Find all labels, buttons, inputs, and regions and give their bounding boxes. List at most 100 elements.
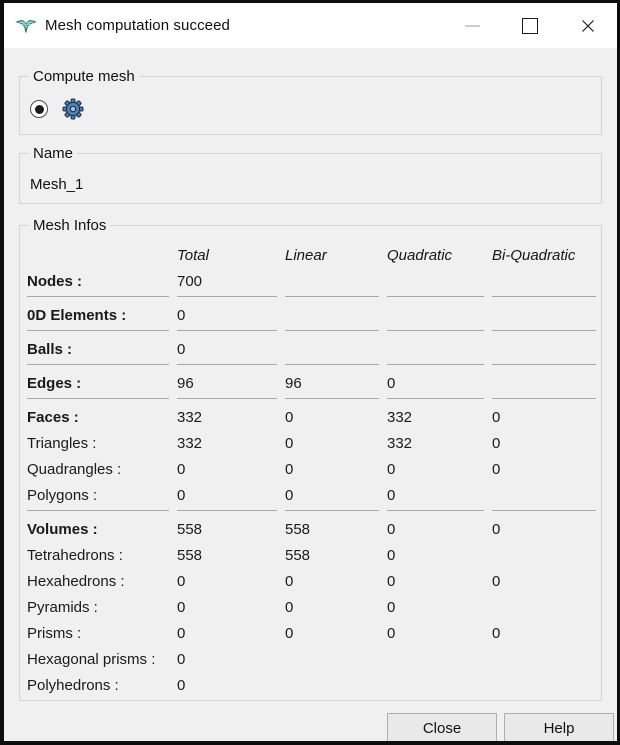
row-value bbox=[492, 543, 596, 569]
row-value: 0 bbox=[285, 435, 294, 452]
row-value: 0 bbox=[387, 521, 396, 538]
row-label: Prisms : bbox=[27, 625, 82, 642]
gear-icon[interactable] bbox=[61, 97, 85, 121]
maximize-icon bbox=[522, 17, 538, 34]
row-value bbox=[492, 269, 596, 297]
row-value: 0 bbox=[387, 461, 396, 478]
table-row: Polyhedrons : 0 bbox=[27, 673, 595, 699]
row-value bbox=[285, 337, 379, 365]
row-value: 0 bbox=[177, 461, 186, 478]
row-label: 0D Elements : bbox=[27, 303, 169, 331]
row-value: 0 bbox=[492, 461, 501, 478]
row-value: 0 bbox=[492, 521, 501, 538]
table-row: Balls : 0 bbox=[27, 337, 596, 365]
row-value: 558 bbox=[285, 521, 311, 538]
name-group: Name Mesh_1 bbox=[19, 144, 602, 204]
minimize-button bbox=[443, 3, 501, 48]
row-label: Pyramids : bbox=[27, 599, 98, 616]
mesh-infos-group: Mesh Infos Total Linear Quadratic Bi-Quadra… bbox=[19, 216, 602, 701]
titlebar: Mesh computation succeed bbox=[4, 3, 617, 48]
row-value: 0 bbox=[177, 625, 186, 642]
row-value: 0 bbox=[177, 573, 186, 590]
row-value: 0 bbox=[177, 483, 277, 511]
row-value bbox=[387, 673, 484, 699]
compute-mesh-group: Compute mesh bbox=[19, 67, 602, 135]
mesh-app-icon bbox=[15, 15, 37, 37]
close-button[interactable]: Close bbox=[387, 713, 497, 741]
row-value: 0 bbox=[285, 461, 294, 478]
row-value: 0 bbox=[492, 625, 501, 642]
table-row: Tetrahedrons : 558 558 0 bbox=[27, 543, 595, 569]
close-icon bbox=[582, 19, 594, 32]
row-value: 332 bbox=[177, 435, 203, 452]
row-value bbox=[492, 647, 596, 673]
table-row: Triangles : 332 0 332 0 bbox=[27, 431, 595, 457]
table-row: Edges : 96 96 0 bbox=[27, 371, 596, 399]
table-row: Volumes : 558 558 0 0 bbox=[27, 517, 595, 543]
row-value bbox=[492, 673, 596, 699]
titlebar-buttons bbox=[443, 3, 617, 48]
table-header-row: Total Linear Quadratic Bi-Quadratic bbox=[27, 246, 595, 266]
row-value bbox=[387, 269, 484, 297]
minimize-icon bbox=[464, 24, 480, 27]
row-value: 332 bbox=[387, 435, 413, 452]
row-label: Edges : bbox=[27, 371, 169, 399]
row-label: Volumes : bbox=[27, 521, 98, 538]
row-label: Quadrangles : bbox=[27, 461, 122, 478]
table-row: Nodes : 700 bbox=[27, 269, 596, 297]
row-value: 558 bbox=[177, 547, 203, 564]
dialog-content: Compute mesh bbox=[4, 67, 617, 701]
name-group-title: Name bbox=[29, 144, 78, 163]
mesh-infos-group-title: Mesh Infos bbox=[29, 216, 111, 235]
table-row: Pyramids : 0 0 0 bbox=[27, 595, 595, 621]
row-value: 0 bbox=[285, 625, 294, 642]
row-value: 96 bbox=[177, 371, 277, 399]
radio-dot bbox=[34, 104, 44, 114]
row-value: 0 bbox=[285, 573, 294, 590]
row-value: 0 bbox=[177, 599, 186, 616]
row-value: 332 bbox=[177, 409, 203, 426]
compute-mesh-group-title: Compute mesh bbox=[29, 67, 139, 86]
row-value: 0 bbox=[285, 409, 294, 426]
row-value bbox=[285, 647, 379, 673]
column-header: Linear bbox=[285, 247, 327, 264]
row-value: 0 bbox=[387, 483, 484, 511]
table-corner-cell bbox=[27, 246, 169, 266]
table-row: 0D Elements : 0 bbox=[27, 303, 596, 331]
table-row: Hexagonal prisms : 0 bbox=[27, 647, 595, 673]
dialog-footer: Close Help bbox=[4, 713, 614, 741]
close-window-button[interactable] bbox=[559, 3, 617, 48]
row-label: Hexagonal prisms : bbox=[27, 651, 156, 668]
row-label: Nodes : bbox=[27, 269, 169, 297]
row-value bbox=[387, 337, 484, 365]
mesh-info-table: Total Linear Quadratic Bi-Quadratic Nodes : 7… bbox=[20, 226, 601, 699]
row-value bbox=[387, 303, 484, 331]
row-value bbox=[285, 303, 379, 331]
row-value bbox=[492, 371, 596, 399]
row-value: 96 bbox=[285, 371, 379, 399]
window-title: Mesh computation succeed bbox=[45, 17, 230, 34]
row-value: 0 bbox=[387, 573, 396, 590]
row-value bbox=[285, 269, 379, 297]
row-label: Triangles : bbox=[27, 435, 97, 452]
row-value bbox=[492, 595, 596, 621]
row-value: 0 bbox=[387, 625, 396, 642]
row-value: 0 bbox=[177, 677, 186, 694]
row-value: 0 bbox=[387, 371, 484, 399]
row-label: Balls : bbox=[27, 337, 169, 365]
table-row: Hexahedrons : 0 0 0 0 bbox=[27, 569, 595, 595]
table-row: Prisms : 0 0 0 0 bbox=[27, 621, 595, 647]
row-value: 558 bbox=[177, 521, 203, 538]
table-row: Faces : 332 0 332 0 bbox=[27, 405, 595, 431]
row-value bbox=[387, 647, 484, 673]
row-value: 0 bbox=[387, 547, 396, 564]
help-button[interactable]: Help bbox=[504, 713, 614, 741]
row-value: 0 bbox=[285, 483, 379, 511]
maximize-button[interactable] bbox=[501, 3, 559, 48]
row-value: 0 bbox=[177, 651, 186, 668]
row-value: 0 bbox=[177, 337, 277, 365]
column-header: Bi-Quadratic bbox=[492, 247, 576, 264]
compute-mesh-radio[interactable] bbox=[30, 100, 48, 118]
row-value: 0 bbox=[492, 573, 501, 590]
